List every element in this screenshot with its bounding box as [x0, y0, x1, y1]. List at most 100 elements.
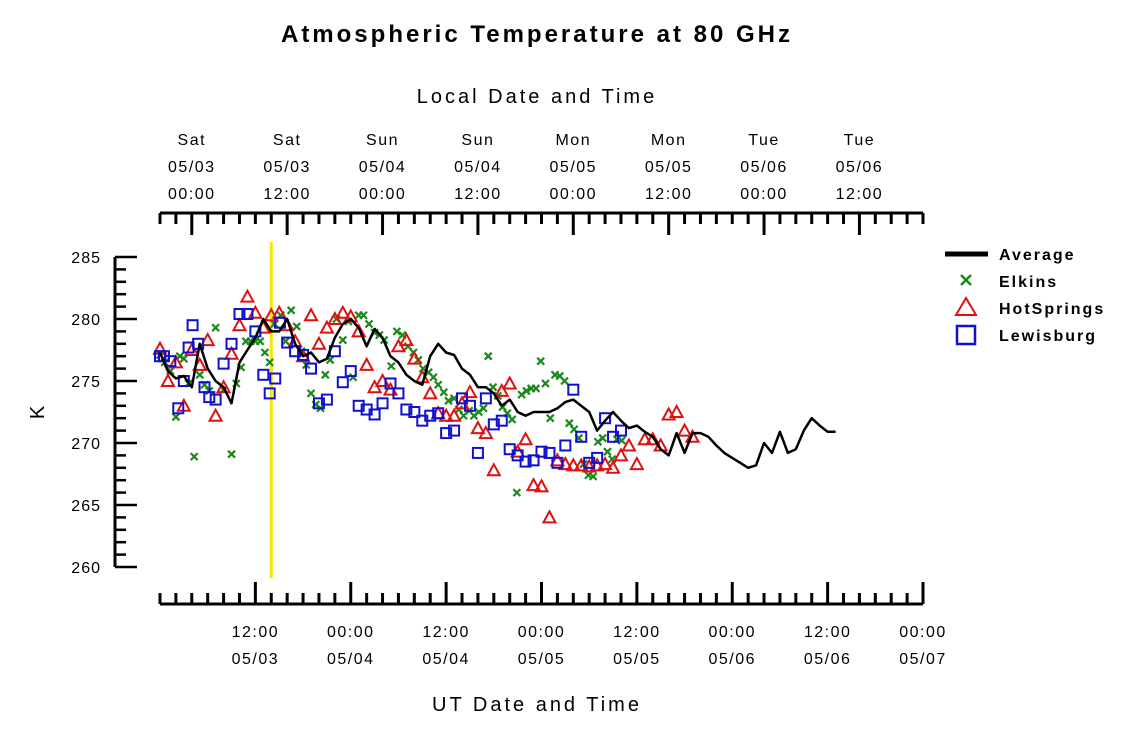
top-tick-date: 05/03: [168, 159, 216, 176]
hotsprings-point: [637, 431, 653, 446]
top-tick-date: 05/04: [359, 159, 407, 176]
elkins-point-stroke: [522, 386, 531, 396]
hotsprings-point: [581, 458, 597, 473]
elkins-point-stroke: [195, 370, 205, 380]
hotsprings-point: [478, 424, 494, 440]
hotsprings-point: [502, 375, 518, 390]
elkins-point: [541, 379, 550, 388]
elkins-point-stroke: [560, 376, 569, 386]
top-tick-time: 12:00: [645, 186, 693, 203]
elkins-point-stroke: [255, 337, 265, 346]
elkins-point-stroke: [359, 311, 368, 320]
elkins-point: [545, 413, 555, 423]
legend-swatch-elkins: [960, 274, 972, 286]
lewisburg-point: [559, 439, 572, 452]
hotsprings-point: [351, 323, 367, 338]
elkins-point-stroke: [479, 404, 488, 413]
lewisburg-point: [614, 424, 627, 437]
top-tick-time: 12:00: [454, 186, 502, 203]
elkins-point: [433, 380, 443, 389]
elkins-point: [560, 376, 569, 386]
elkins-point: [483, 351, 493, 361]
lewisburg-point: [424, 409, 437, 422]
elkins-point-stroke: [429, 373, 438, 382]
elkins-point-stroke: [555, 371, 565, 381]
hotsprings-point: [319, 319, 335, 334]
elkins-point: [359, 311, 368, 320]
elkins-point: [588, 472, 598, 481]
lewisburg-point: [408, 406, 421, 418]
average-line: [158, 317, 836, 470]
elkins-point: [439, 387, 449, 397]
elkins-point-stroke: [332, 314, 341, 324]
lewisburg-point: [392, 387, 405, 400]
elkins-point-stroke: [281, 337, 290, 346]
lewisburg-point: [186, 319, 199, 332]
hotsprings-point: [565, 457, 581, 472]
bottom-tick-time: 12:00: [804, 624, 852, 641]
hotsprings-point: [398, 331, 415, 347]
lewisburg-point: [495, 414, 508, 427]
lewisburg-point: [305, 362, 318, 375]
hotsprings-point: [549, 452, 566, 467]
elkins-point: [286, 306, 296, 315]
elkins-point-stroke: [507, 415, 517, 424]
top-tick-time: 12:00: [836, 186, 884, 203]
hotsprings-point: [629, 455, 645, 471]
elkins-point-stroke: [306, 389, 316, 398]
bottom-tick-date: 05/06: [804, 651, 852, 668]
lewisburg-point: [352, 399, 365, 412]
lewisburg-point: [203, 391, 216, 404]
lewisburg-point: [164, 355, 177, 368]
hotsprings-point: [422, 385, 438, 400]
legend-label-average: Average: [999, 247, 1076, 264]
top-tick-time: 12:00: [263, 186, 311, 203]
y-tick-label: 275: [71, 374, 101, 391]
lewisburg-point: [172, 402, 185, 415]
bottom-tick-date: 05/05: [518, 651, 566, 668]
elkins-point: [607, 454, 617, 464]
lewisburg-point: [543, 446, 556, 459]
elkins-point-stroke: [541, 379, 550, 388]
elkins-point-stroke: [418, 364, 428, 373]
bottom-tick-time: 12:00: [422, 624, 470, 641]
hotsprings-point: [231, 317, 248, 332]
elkins-point-stroke: [286, 306, 296, 315]
lewisburg-point: [384, 377, 397, 390]
bottom-tick-date: 05/05: [613, 651, 661, 668]
hotsprings-point: [684, 428, 701, 443]
y-tick-label: 265: [71, 498, 101, 515]
elkins-point-stroke: [387, 361, 396, 371]
lewisburg-point: [217, 357, 230, 370]
elkins-point-stroke: [512, 488, 522, 497]
bottom-tick-date: 05/07: [899, 651, 947, 668]
hotsprings-point: [207, 407, 224, 422]
hotsprings-point: [239, 288, 256, 303]
elkins-point-stroke: [179, 354, 189, 363]
top-tick-day: Tue: [748, 132, 779, 149]
elkins-point-stroke: [171, 412, 181, 422]
y-tick-label: 280: [71, 312, 101, 329]
top-tick-day: Sun: [366, 132, 399, 149]
top-tick-date: 05/04: [454, 159, 502, 176]
elkins-point: [255, 337, 265, 346]
y-tick-label: 260: [71, 560, 101, 577]
hotsprings-point: [343, 308, 359, 323]
lewisburg-point: [535, 445, 548, 458]
top-tick-date: 05/05: [550, 159, 598, 176]
legend-label-hotsprings: HotSprings: [999, 301, 1105, 318]
elkins-point-stroke: [439, 387, 449, 397]
lewisburg-point: [263, 387, 276, 400]
elkins-point-stroke: [265, 358, 274, 367]
legend-swatch-hotsprings: [954, 296, 978, 316]
top-tick-day: Mon: [651, 132, 687, 149]
bottom-tick-time: 00:00: [899, 624, 947, 641]
lewisburg-point: [607, 430, 620, 443]
hotsprings-point: [645, 431, 661, 446]
lewisburg-point: [479, 392, 492, 405]
elkins-point: [479, 404, 488, 413]
lewisburg-point: [551, 456, 564, 469]
hotsprings-point: [517, 431, 534, 446]
lewisburg-point: [575, 430, 588, 443]
elkins-point: [364, 319, 374, 329]
